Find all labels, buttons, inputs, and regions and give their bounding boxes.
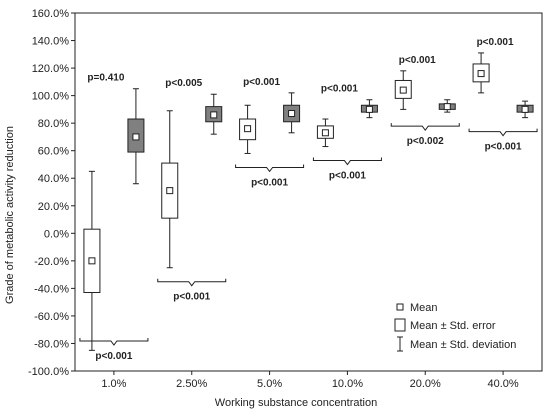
y-tick-label: -20.0% bbox=[34, 256, 69, 268]
pvalue-upper: p<0.001 bbox=[399, 55, 436, 66]
pvalue-lower: p<0.001 bbox=[95, 351, 132, 362]
pvalue-lower: p<0.001 bbox=[251, 177, 288, 188]
pvalue-upper: p<0.001 bbox=[477, 37, 514, 48]
mean-marker bbox=[88, 257, 96, 265]
comparison-bracket bbox=[312, 157, 382, 166]
mean-marker bbox=[477, 70, 485, 78]
x-tick-label: 2.50% bbox=[176, 378, 207, 390]
pvalue-lower: p<0.002 bbox=[407, 136, 444, 147]
x-tick-label: 5.0% bbox=[257, 378, 282, 390]
pvalue-upper: p<0.001 bbox=[321, 84, 358, 95]
legend-se-symbol bbox=[394, 318, 406, 332]
y-tick-label: 160.0% bbox=[32, 8, 70, 20]
legend-se-label: Mean ± Std. error bbox=[410, 320, 496, 332]
y-tick-label: 0.0% bbox=[44, 228, 69, 240]
y-tick-label: 120.0% bbox=[32, 63, 70, 75]
legend-mean-label: Mean bbox=[410, 302, 438, 314]
mean-marker bbox=[244, 125, 252, 133]
pvalue-lower: p<0.001 bbox=[485, 142, 522, 153]
mean-marker bbox=[288, 110, 296, 118]
legend-sd-label: Mean ± Std. deviation bbox=[410, 339, 516, 351]
x-tick-label: 10.0% bbox=[332, 378, 363, 390]
x-tick-label: 20.0% bbox=[410, 378, 441, 390]
x-axis-title: Working substance concentration bbox=[215, 397, 377, 409]
comparison-bracket bbox=[390, 123, 460, 131]
mean-marker bbox=[365, 105, 373, 113]
pvalue-upper: p<0.005 bbox=[165, 78, 202, 89]
mean-marker bbox=[399, 86, 407, 94]
y-tick-label: -80.0% bbox=[34, 338, 69, 350]
x-tick-label: 40.0% bbox=[487, 378, 518, 390]
pvalue-upper: p=0.410 bbox=[87, 73, 124, 84]
comparison-bracket bbox=[157, 278, 227, 287]
y-tick-label: -100.0% bbox=[28, 366, 69, 378]
y-tick-label: 80.0% bbox=[38, 118, 69, 130]
y-tick-label: -60.0% bbox=[34, 311, 69, 323]
y-tick-label: 140.0% bbox=[32, 36, 70, 48]
pvalue-upper: p<0.001 bbox=[243, 77, 280, 88]
mean-marker bbox=[443, 103, 451, 111]
y-tick-label: 20.0% bbox=[38, 201, 69, 213]
plot-area: -100.0% -80.0% -60.0% -40.0% -20.0% 0.0% 20.0%… bbox=[28, 8, 543, 390]
y-tick-label: -40.0% bbox=[34, 283, 69, 295]
comparison-bracket bbox=[235, 164, 305, 173]
mean-marker bbox=[132, 133, 140, 141]
y-tick-label: 60.0% bbox=[38, 146, 69, 158]
pvalue-lower: p<0.001 bbox=[173, 292, 210, 303]
legend-mean-symbol bbox=[396, 303, 404, 311]
mean-marker bbox=[521, 105, 529, 113]
x-tick-label: 1.0% bbox=[101, 378, 126, 390]
pvalue-lower: p<0.001 bbox=[329, 171, 366, 182]
comparison-bracket bbox=[468, 128, 538, 137]
mean-marker bbox=[210, 111, 218, 119]
mean-marker bbox=[321, 129, 329, 137]
comparison-bracket bbox=[79, 338, 149, 346]
y-axis-title: Grade of metabolic activity reduction bbox=[4, 126, 16, 304]
y-tick-label: 40.0% bbox=[38, 173, 69, 185]
plot-frame bbox=[74, 12, 543, 372]
mean-marker bbox=[166, 187, 174, 195]
y-tick-label: 100.0% bbox=[32, 91, 70, 103]
